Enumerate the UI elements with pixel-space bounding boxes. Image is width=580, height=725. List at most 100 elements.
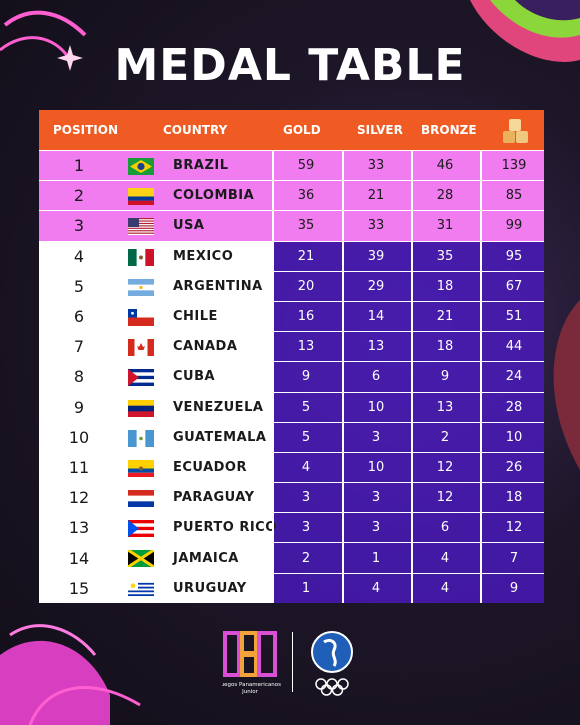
- column-divider: [342, 513, 344, 543]
- table-row: 5 ARGENTINA 20 29 18 67: [39, 270, 544, 301]
- column-divider: [411, 543, 413, 573]
- column-divider: [342, 573, 344, 603]
- silver-cell: 21: [367, 188, 385, 204]
- column-divider: [272, 513, 274, 543]
- country-cell: CUBA: [173, 369, 216, 385]
- position-cell: 10: [68, 427, 90, 447]
- column-divider: [411, 422, 413, 452]
- row-right-bg: [272, 211, 544, 241]
- table-row: 8 CUBA 9 6 9 24: [39, 361, 544, 392]
- row-left-bg: [39, 573, 272, 603]
- row-left-bg: [39, 513, 272, 543]
- silver-cell: 33: [367, 158, 385, 174]
- row-right-bg: [272, 301, 544, 332]
- column-divider: [411, 513, 413, 543]
- table-row: 3 USA 35 33 31 99: [39, 210, 544, 241]
- table-row: 12 PARAGUAY 3 3 12 18: [39, 482, 544, 513]
- decorative-swirl-top-left: [0, 10, 87, 71]
- silver-cell: 14: [367, 309, 385, 325]
- column-divider: [342, 301, 344, 332]
- column-divider: [272, 181, 274, 211]
- row-left-bg: [39, 211, 272, 241]
- bronze-cell: 4: [440, 550, 450, 566]
- table-row: 6 CHILE 16 14 21 51: [39, 300, 544, 332]
- table-row: 15 URUGUAY 1 4 4 9: [39, 572, 544, 603]
- total-cell: 139: [501, 158, 527, 174]
- table-row: 9 VENEZUELA 5 10 13 28: [39, 391, 544, 422]
- row-left-bg: [39, 271, 272, 301]
- column-divider: [480, 362, 482, 392]
- row-right-bg: [272, 422, 544, 452]
- header-position: POSITION: [53, 123, 118, 137]
- junior-pan-am-games-logo: Juegos Panamericanos Junior: [222, 631, 281, 695]
- column-divider: [480, 241, 482, 271]
- uruguay-flag-icon: [128, 580, 154, 598]
- column-divider: [342, 181, 344, 211]
- row-right-bg: [272, 362, 544, 392]
- gold-cell: 20: [297, 278, 315, 294]
- decorative-leaf-top-right: [470, 0, 580, 62]
- table-row: 1 BRAZIL 59 33 46 139: [39, 150, 544, 181]
- row-right-bg: [272, 181, 544, 211]
- medal-table: POSITION COUNTRY GOLD SILVER BRONZE 1 BR…: [39, 110, 544, 603]
- column-divider: [272, 151, 274, 181]
- country-cell: ECUADOR: [173, 459, 247, 475]
- column-divider: [411, 392, 413, 422]
- table-body: 1 BRAZIL 59 33 46 139 2 COLOMBIA 36 21 2…: [39, 150, 544, 603]
- column-divider: [411, 332, 413, 362]
- medals-stack-icon: [503, 119, 528, 143]
- total-cell: 44: [505, 339, 523, 355]
- bronze-cell: 12: [436, 459, 454, 475]
- table-row: 10 GUATEMALA 5 3 2 10: [39, 421, 544, 452]
- country-cell: CANADA: [173, 339, 238, 355]
- table-row: 14 JAMAICA 2 1 4 7: [39, 542, 544, 573]
- gold-cell: 59: [297, 158, 315, 174]
- column-divider: [480, 513, 482, 543]
- position-cell: 14: [68, 548, 90, 568]
- jamaica-flag-icon: [127, 549, 155, 569]
- total-cell: 51: [505, 309, 523, 325]
- row-left-bg: [39, 543, 272, 573]
- position-cell: 1: [73, 156, 85, 176]
- column-divider: [272, 271, 274, 301]
- column-divider: [411, 151, 413, 181]
- position-cell: 11: [68, 457, 90, 477]
- bronze-cell: 4: [440, 580, 450, 596]
- column-divider: [272, 573, 274, 603]
- column-divider: [272, 543, 274, 573]
- row-right-bg: [272, 392, 544, 422]
- mexico-flag-icon: [128, 248, 155, 266]
- column-divider: [272, 452, 274, 483]
- bronze-cell: 31: [436, 218, 454, 234]
- column-divider: [411, 211, 413, 241]
- gold-cell: 4: [301, 459, 311, 475]
- row-right-bg: [272, 332, 544, 362]
- column-divider: [480, 211, 482, 241]
- country-cell: USA: [173, 218, 205, 234]
- table-row: 7 CANADA 13 13 18 44: [39, 331, 544, 362]
- column-divider: [272, 301, 274, 332]
- ecuador-flag-icon: [128, 459, 154, 477]
- column-divider: [342, 483, 344, 513]
- country-cell: BRAZIL: [173, 158, 229, 174]
- country-cell: GUATEMALA: [173, 429, 267, 445]
- country-cell: COLOMBIA: [173, 188, 255, 204]
- column-divider: [480, 181, 482, 211]
- row-right-bg: [272, 573, 544, 603]
- gold-cell: 3: [301, 520, 311, 536]
- row-left-bg: [39, 301, 272, 332]
- column-divider: [342, 151, 344, 181]
- row-left-bg: [39, 362, 272, 392]
- row-left-bg: [39, 392, 272, 422]
- total-cell: 10: [505, 429, 523, 445]
- bronze-cell: 18: [436, 278, 454, 294]
- gold-cell: 2: [301, 550, 311, 566]
- gold-cell: 3: [301, 490, 311, 506]
- column-divider: [411, 241, 413, 271]
- silver-cell: 1: [371, 550, 381, 566]
- silver-cell: 29: [367, 278, 385, 294]
- row-right-bg: [272, 513, 544, 543]
- cuba-flag-icon: [128, 369, 154, 387]
- table-header: POSITION COUNTRY GOLD SILVER BRONZE: [39, 110, 544, 150]
- row-right-bg: [272, 452, 544, 483]
